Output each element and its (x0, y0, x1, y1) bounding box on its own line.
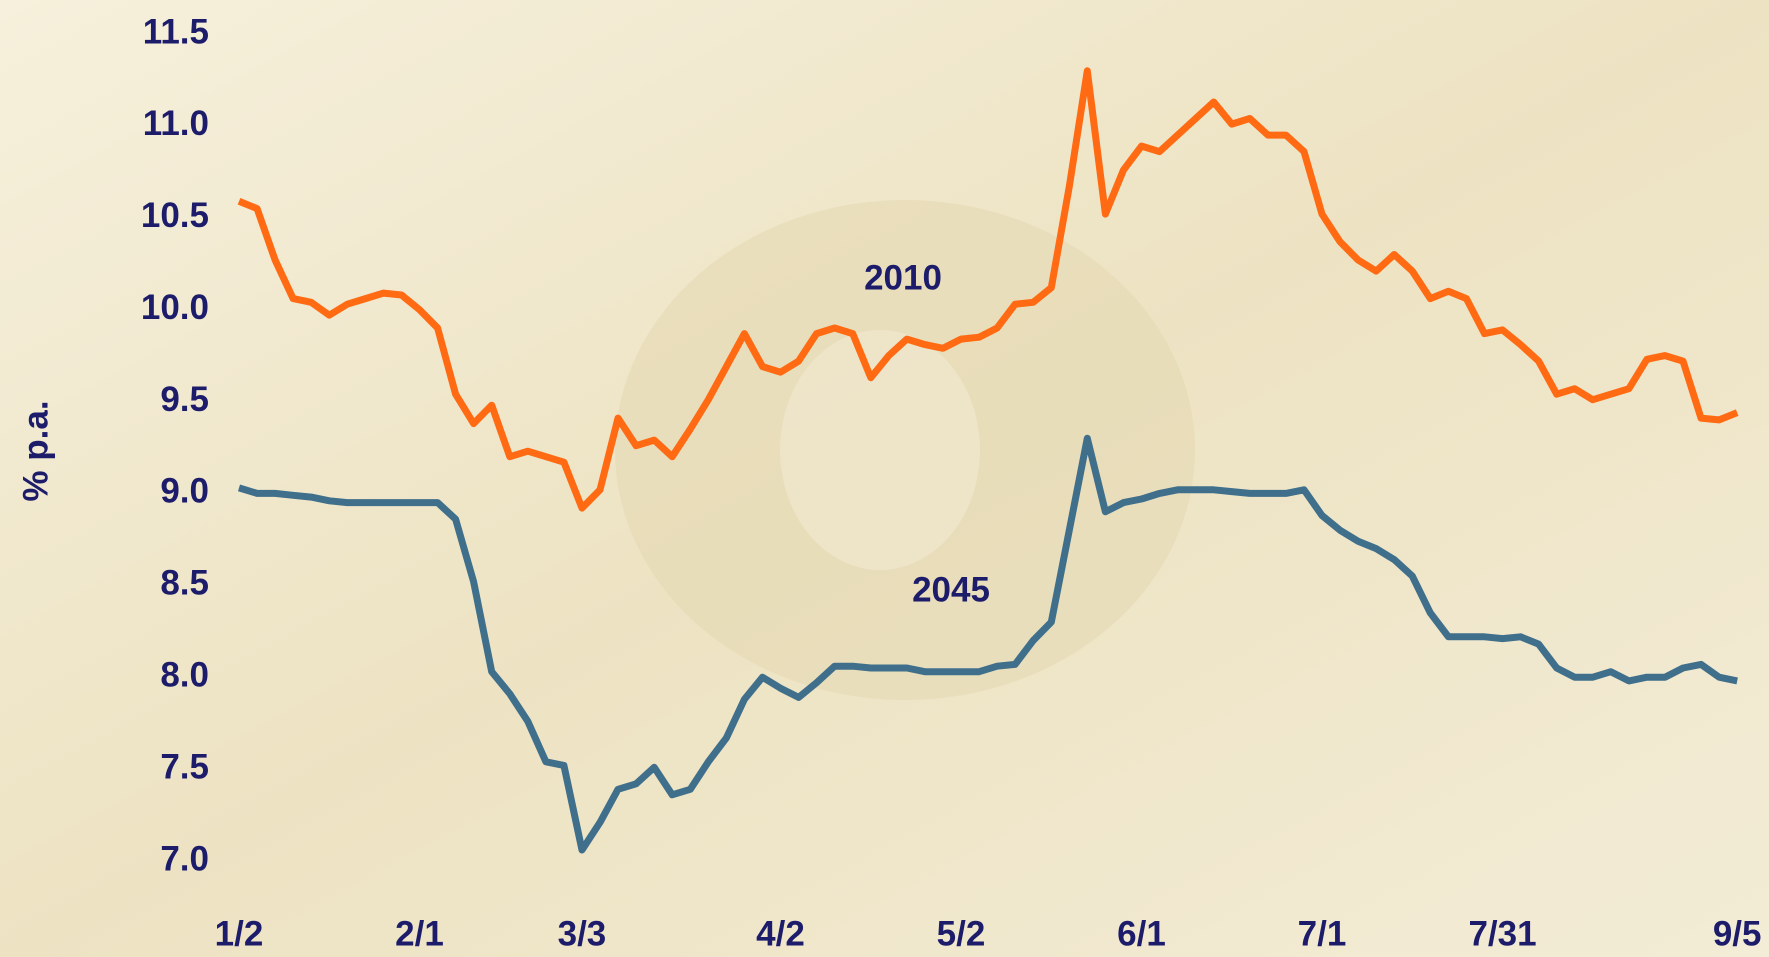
y-tick-label: 8.5 (160, 564, 209, 603)
series-line (237, 67, 1739, 512)
series-line (237, 434, 1738, 854)
y-tick-label: 10.0 (141, 288, 209, 327)
background-seal-center (780, 330, 980, 570)
y-tick-label: 8.0 (160, 655, 209, 694)
y-tick-label: 7.5 (160, 747, 209, 786)
x-tick-label: 9/5 (1713, 914, 1762, 953)
x-tick-label: 4/2 (756, 914, 805, 953)
y-tick-label: 7.0 (160, 839, 209, 878)
y-tick-label: 11.5 (143, 12, 209, 51)
x-tick-label: 3/3 (558, 914, 607, 953)
y-axis-label: % p.a. (16, 400, 55, 501)
x-tick-label: 6/1 (1117, 914, 1166, 953)
y-tick-label: 11.0 (143, 104, 209, 143)
x-tick-label: 5/2 (937, 914, 986, 953)
y-tick-label: 9.5 (160, 380, 209, 419)
y-tick-label: 9.0 (160, 472, 209, 511)
y-tick-label: 10.5 (141, 196, 209, 235)
series-annotation: 2010 (864, 258, 942, 297)
x-tick-label: 1/2 (215, 914, 264, 953)
x-tick-label: 7/31 (1468, 914, 1536, 953)
series-annotation: 2045 (912, 570, 990, 609)
x-tick-label: 7/1 (1298, 914, 1347, 953)
x-tick-label: 2/1 (395, 914, 444, 953)
